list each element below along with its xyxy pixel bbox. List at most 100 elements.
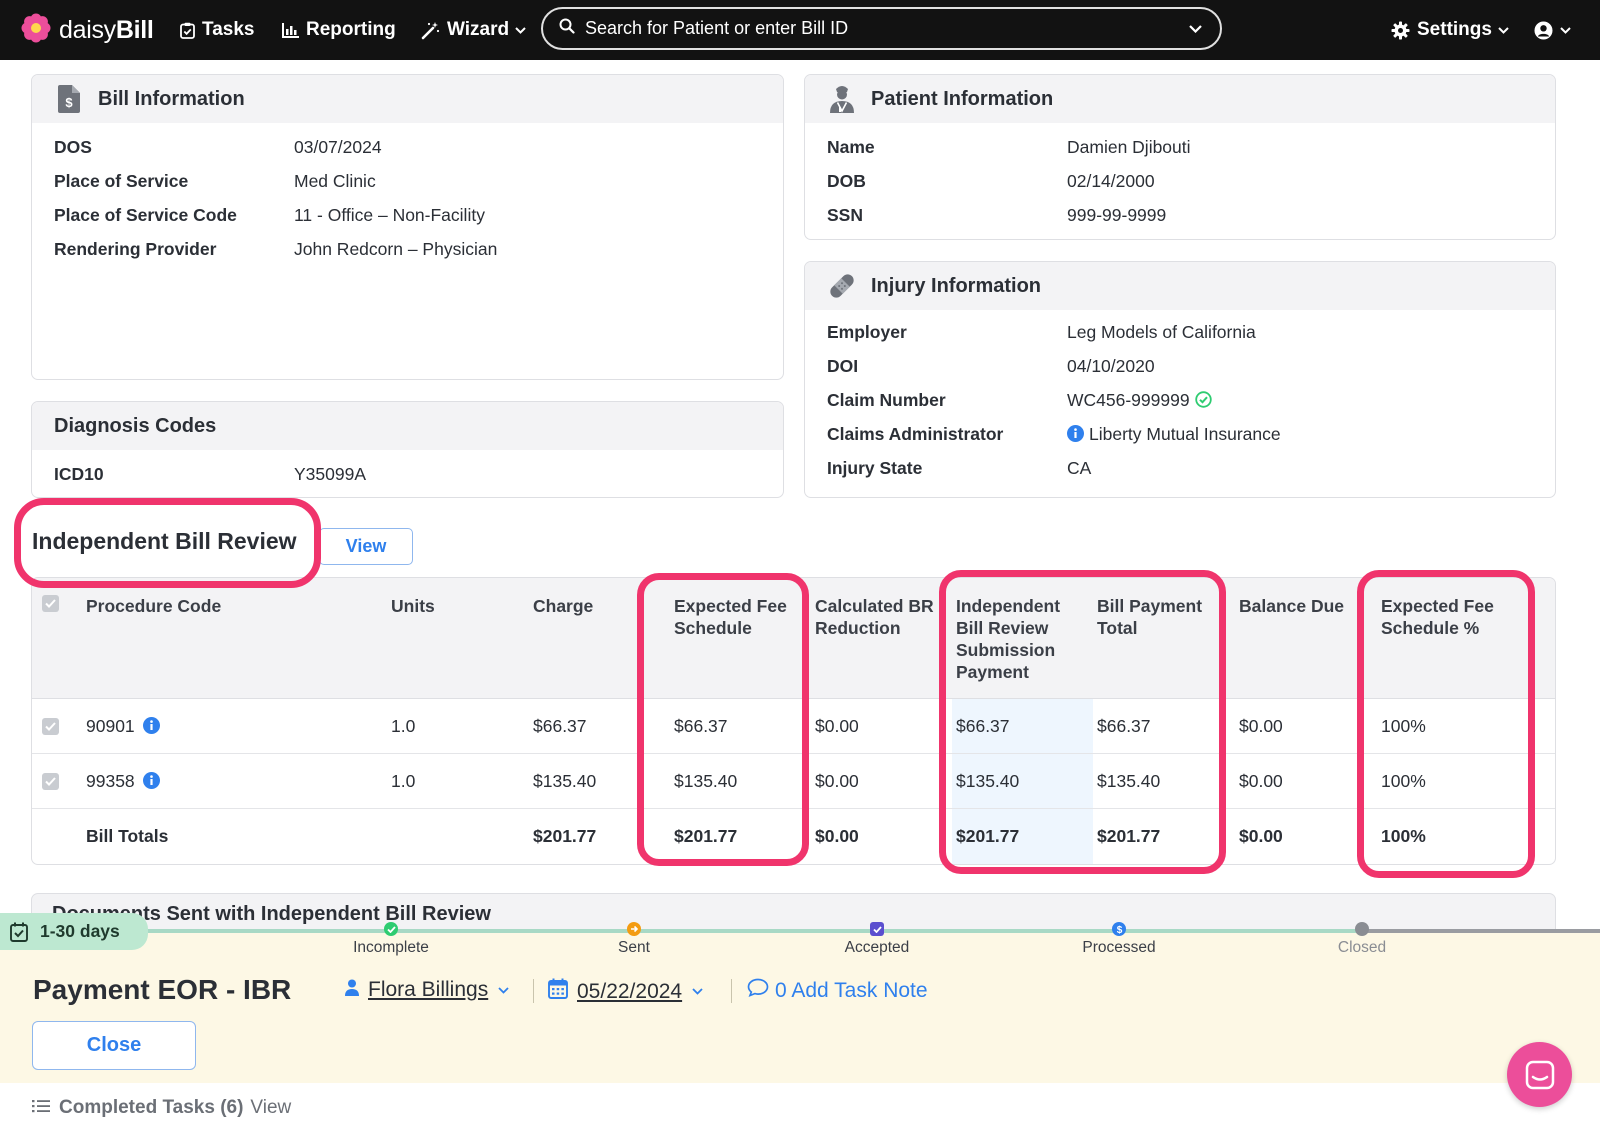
dollar-circle-icon: $ xyxy=(1112,922,1126,936)
procedure-code-cell: 99358 xyxy=(86,771,160,792)
bar-chart-icon xyxy=(282,22,299,38)
row-checkbox[interactable] xyxy=(42,773,59,790)
units-cell: 1.0 xyxy=(391,716,416,736)
bill-information-panel: $ Bill Information DOS 03/07/2024 Place … xyxy=(31,74,784,380)
daisy-logo-icon[interactable] xyxy=(21,13,51,43)
diagnosis-codes-header: Diagnosis Codes xyxy=(32,402,783,450)
magic-wand-icon xyxy=(421,21,440,40)
calendar-icon xyxy=(548,978,568,1005)
total-expected-fee: $201.77 xyxy=(674,826,738,846)
step-incomplete: Incomplete xyxy=(311,922,471,957)
place-of-service-label: Place of Service xyxy=(54,171,189,191)
documents-sent-title: Documents Sent with Independent Bill Rev… xyxy=(52,903,491,925)
patient-name-value: Damien Djibouti xyxy=(1067,137,1191,157)
chat-bubble-icon xyxy=(1525,1060,1554,1089)
ibr-section-title: Independent Bill Review xyxy=(32,528,297,554)
place-of-service-code-value: 11 - Office – Non-Facility xyxy=(294,205,485,225)
nav-reporting[interactable]: Reporting xyxy=(282,0,396,60)
search-icon xyxy=(559,18,575,39)
arrow-right-circle-icon xyxy=(627,922,641,936)
dob-label: DOB xyxy=(827,171,866,191)
step-sent: Sent xyxy=(554,922,714,957)
employer-label: Employer xyxy=(827,322,907,342)
assignee-dropdown[interactable]: Flora Billings xyxy=(345,978,509,1002)
completed-tasks-view-link[interactable]: View xyxy=(250,1097,292,1118)
logo-wordmark[interactable]: daisy Bill xyxy=(59,0,154,60)
assignee-name: Flora Billings xyxy=(368,978,489,1001)
step-processed-label: Processed xyxy=(1082,939,1156,956)
ssn-label: SSN xyxy=(827,205,863,225)
task-title: Payment EOR - IBR xyxy=(33,974,292,1005)
chat-support-button[interactable] xyxy=(1507,1042,1572,1107)
completed-tasks-row[interactable]: Completed Tasks (6) View xyxy=(32,1097,291,1119)
nav-tasks[interactable]: Tasks xyxy=(180,0,254,60)
total-expected-fee-pct: 100% xyxy=(1381,826,1426,846)
patient-search-input[interactable]: Search for Patient or enter Bill ID xyxy=(541,7,1222,50)
task-panel xyxy=(0,930,1600,1083)
diagnosis-codes-title: Diagnosis Codes xyxy=(54,414,217,437)
check-square-icon xyxy=(870,922,884,936)
ibr-view-button[interactable]: View xyxy=(319,528,413,565)
col-charge: Charge xyxy=(533,596,594,616)
due-date-dropdown[interactable]: 05/22/2024 xyxy=(548,978,703,1005)
total-bill-payment: $201.77 xyxy=(1097,826,1161,846)
close-task-button[interactable]: Close xyxy=(32,1021,196,1070)
balance-due-cell: $0.00 xyxy=(1239,771,1283,791)
dos-label: DOS xyxy=(54,137,92,157)
step-incomplete-label: Incomplete xyxy=(353,939,429,956)
claims-administrator-link[interactable]: Liberty Mutual Insurance xyxy=(1067,424,1281,444)
ibr-table-header-bg xyxy=(32,578,1555,699)
svg-text:$: $ xyxy=(65,95,73,110)
step-sent-label: Sent xyxy=(618,939,650,956)
user-menu[interactable] xyxy=(1534,0,1571,60)
user-circle-icon xyxy=(1534,21,1553,40)
claim-number-label: Claim Number xyxy=(827,390,946,410)
employer-value: Leg Models of California xyxy=(1067,322,1256,342)
col-balance-due: Balance Due xyxy=(1239,596,1345,616)
completed-tasks-label: Completed Tasks (6) xyxy=(59,1097,244,1118)
gear-icon xyxy=(1391,21,1410,40)
procedure-code-text: 90901 xyxy=(86,716,135,736)
logo-text-light: daisy xyxy=(59,15,116,44)
user-icon xyxy=(345,978,359,1002)
total-ibr-payment: $201.77 xyxy=(956,826,1020,846)
add-task-note-link[interactable]: 0 Add Task Note xyxy=(747,978,928,1003)
invoice-dollar-icon: $ xyxy=(54,85,84,113)
nav-wizard-label: Wizard xyxy=(447,19,510,40)
patient-information-title: Patient Information xyxy=(871,87,1054,110)
info-circle-icon[interactable] xyxy=(142,716,160,734)
claim-number-value: WC456-999999 xyxy=(1067,390,1212,410)
expected-fee-pct-cell: 100% xyxy=(1381,716,1426,736)
row-checkbox[interactable] xyxy=(42,718,59,735)
days-badge: 1-30 days xyxy=(0,913,148,950)
row-divider xyxy=(32,808,1555,809)
injury-state-value: CA xyxy=(1067,458,1092,478)
nav-wizard[interactable]: Wizard xyxy=(421,0,526,60)
rendering-provider-label: Rendering Provider xyxy=(54,239,217,259)
chevron-down-icon xyxy=(692,988,703,995)
patient-information-panel: Patient Information Name Damien Djibouti… xyxy=(804,74,1556,240)
bill-payment-total-cell: $135.40 xyxy=(1097,771,1161,791)
info-circle-icon[interactable] xyxy=(142,771,160,789)
total-balance-due: $0.00 xyxy=(1239,826,1283,846)
place-of-service-value: Med Clinic xyxy=(294,171,376,191)
divider xyxy=(533,979,534,1003)
diagnosis-codes-panel: Diagnosis Codes ICD10 Y35099A xyxy=(31,401,784,498)
progress-line-complete xyxy=(148,929,1362,933)
claims-administrator-label: Claims Administrator xyxy=(827,424,1004,444)
icd10-value: Y35099A xyxy=(294,464,367,484)
bandage-icon xyxy=(827,272,857,300)
icd10-label: ICD10 xyxy=(54,464,104,484)
nav-settings[interactable]: Settings xyxy=(1391,0,1509,60)
search-dropdown-chevron-icon[interactable] xyxy=(1189,24,1202,33)
injury-information-header: Injury Information xyxy=(805,262,1555,310)
claim-number-text: WC456-999999 xyxy=(1067,390,1190,410)
col-calculated-br-reduction: Calculated BR Reduction xyxy=(815,596,934,638)
injury-information-title: Injury Information xyxy=(871,274,1041,297)
nav-reporting-label: Reporting xyxy=(306,19,396,40)
clipboard-check-icon xyxy=(180,22,195,39)
expected-fee-cell: $135.40 xyxy=(674,771,738,791)
ibr-payment-column-bg xyxy=(952,699,1093,864)
balance-due-cell: $0.00 xyxy=(1239,716,1283,736)
select-all-checkbox[interactable] xyxy=(42,595,59,612)
